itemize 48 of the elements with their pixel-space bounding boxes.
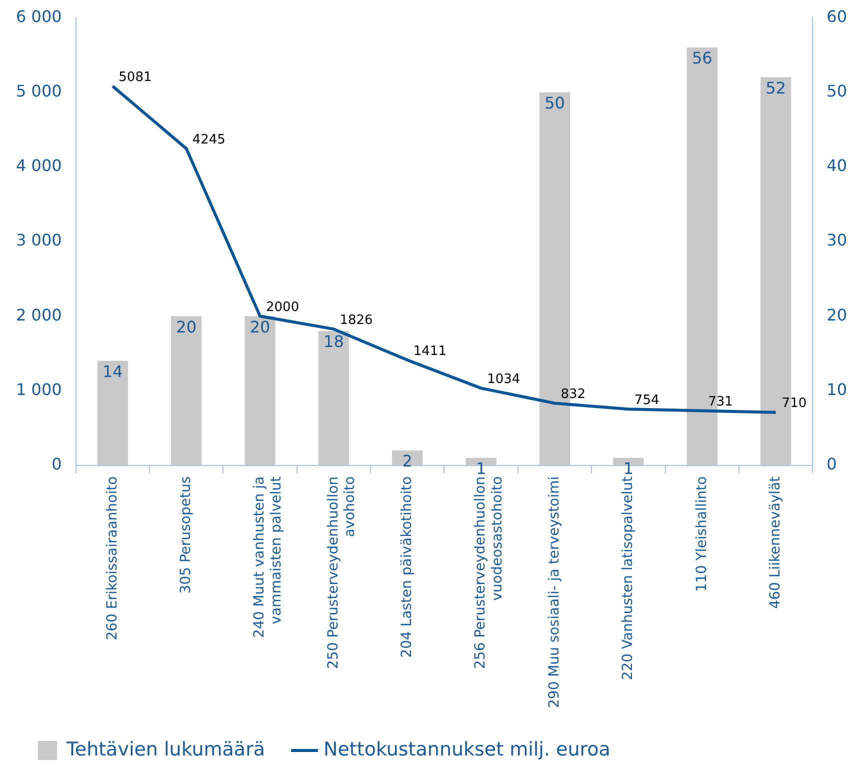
y2-tick-label: 50: [826, 81, 847, 100]
y2-tick-label: 30: [826, 230, 847, 250]
y2-tick-label: 10: [826, 380, 847, 399]
y-tick-label: 0: [52, 454, 62, 474]
x-tick-label: 204 Lasten päiväkotihoito: [399, 476, 416, 658]
y-tick-label: 1 000: [16, 380, 62, 399]
legend-label: Nettokustannukset milj. euroa: [324, 738, 610, 760]
bar: [244, 316, 276, 466]
data-label: 14: [102, 362, 123, 382]
y2-tick-label: 60: [826, 6, 847, 26]
legend-label: Tehtävien lukumäärä: [66, 738, 266, 760]
data-label: 20: [176, 317, 197, 336]
x-tick-label: 305 Perusopetus: [178, 476, 194, 594]
data-label: 52: [766, 78, 786, 98]
data-label: 1411: [413, 344, 446, 359]
x-tick-label: 220 Vanhusten latisopalvelut: [620, 476, 636, 680]
data-label: 1: [476, 459, 486, 478]
data-label: 5081: [118, 70, 152, 86]
x-tick-label: 110 Yleishallinto: [694, 476, 710, 592]
y-tick-label: 4 000: [16, 156, 62, 176]
data-label: 710: [782, 396, 807, 412]
y2-tick-label: 20: [826, 305, 847, 324]
bar: [97, 360, 128, 466]
y-tick-label: 6 000: [16, 6, 62, 26]
y-tick-label: 3 000: [16, 230, 62, 250]
data-label: 2000: [266, 300, 300, 315]
data-label: 1034: [487, 372, 520, 388]
x-tick-label: 290 Muu sosiaali- ja terveystoimi: [546, 476, 562, 708]
data-label: 56: [692, 48, 712, 68]
data-label: 754: [634, 392, 660, 408]
x-tick-label: 260 Erikoissairaanhoito: [104, 476, 120, 640]
data-label: 2: [402, 452, 412, 471]
y-tick-label: 5 000: [16, 81, 62, 100]
data-label: 1826: [340, 312, 373, 328]
data-label: 18: [324, 332, 344, 352]
bar: [318, 331, 350, 466]
data-label: 4245: [192, 132, 226, 148]
x-tick-label: 256 Perusterveydenhuollon vuodeosastohoito: [472, 476, 506, 669]
data-label: 731: [708, 394, 733, 410]
x-tick-label: 460 Liikenneväylät: [767, 476, 784, 609]
y2-tick-label: 0: [826, 454, 837, 474]
y2-tick-label: 40: [826, 156, 847, 176]
bar: [171, 316, 202, 466]
x-tick-label: 240 Muut vanhusten ja vammaisten palvelut: [252, 476, 284, 638]
data-label: 20: [250, 317, 270, 336]
data-label: 50: [544, 93, 565, 112]
y-tick-label: 2 000: [16, 305, 62, 324]
data-label: 832: [560, 387, 586, 402]
